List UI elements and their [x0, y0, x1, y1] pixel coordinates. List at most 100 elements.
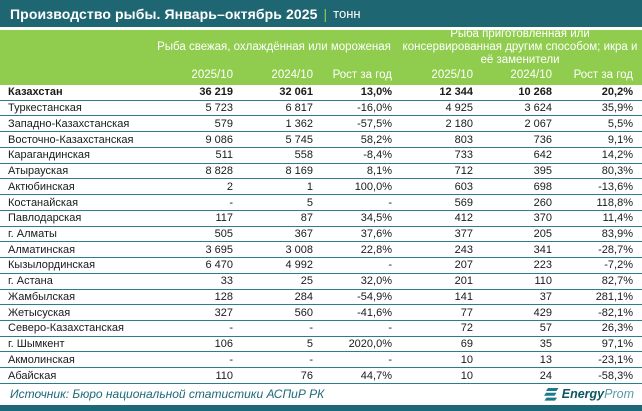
- value-cell: 558: [294, 149, 313, 162]
- value-cell: 5,5%: [607, 117, 633, 130]
- value-cell: 2 180: [445, 117, 473, 130]
- value-cell: 83,9%: [601, 227, 633, 240]
- table-row: Акмолинская - - - 10 13 -23,1%: [0, 352, 642, 369]
- value-cell: 412: [454, 212, 473, 225]
- value-cell: 5 745: [285, 133, 313, 146]
- column-header-row: 2025/10 2024/10 Рост за год 2025/10 2024/10 Р…: [0, 64, 642, 85]
- region-name: Туркестанская: [8, 102, 82, 115]
- value-cell: -23,1%: [598, 353, 633, 366]
- value-cell: 33: [220, 275, 233, 288]
- value-cell: 10: [460, 353, 473, 366]
- value-cell: 579: [214, 117, 233, 130]
- value-cell: 511: [215, 149, 233, 162]
- table-header: Рыба свежая, охлаждённая или мороженая Р…: [0, 27, 642, 85]
- region-name: Восточно-Казахстанская: [8, 133, 134, 146]
- value-cell: 327: [214, 306, 233, 319]
- region-name: г. Астана: [8, 275, 53, 288]
- energyprom-logo: EnergyProm: [543, 387, 634, 402]
- value-cell: 87: [300, 212, 313, 225]
- value-cell: 77: [460, 306, 473, 319]
- value-cell: 5: [306, 196, 313, 209]
- value-cell: 505: [214, 227, 233, 240]
- table-row: Северо-Казахстанская - - - 72 57 26,3%: [0, 321, 642, 337]
- value-cell: 26,3%: [601, 322, 633, 335]
- table-row: г. Астана 33 25 32,0% 201 110 82,7%: [0, 274, 642, 290]
- value-cell: 281,1%: [595, 290, 633, 303]
- value-cell: 110: [215, 369, 233, 382]
- value-cell: 205: [533, 227, 552, 240]
- value-cell: 429: [533, 306, 552, 319]
- value-cell: 57: [539, 322, 552, 335]
- value-cell: 35: [539, 338, 552, 351]
- region-name: Акмолинская: [8, 353, 75, 366]
- value-cell: 698: [533, 180, 552, 193]
- value-cell: 5 723: [205, 102, 233, 115]
- region-name: Северо-Казахстанская: [8, 322, 124, 335]
- value-cell: 110: [534, 275, 552, 288]
- value-cell: 3 695: [205, 243, 233, 256]
- table-row: Павлодарская 117 87 34,5% 412 370 11,4%: [0, 211, 642, 227]
- value-cell: 5: [306, 338, 313, 351]
- value-cell: 32 061: [279, 86, 313, 99]
- value-cell: 44,7%: [360, 369, 392, 382]
- value-cell: 24: [539, 369, 552, 382]
- footer: Источник: Бюро национальной статистики А…: [0, 383, 642, 405]
- value-cell: 10 268: [518, 86, 552, 99]
- value-cell: -: [309, 353, 313, 366]
- value-cell: 10: [460, 369, 473, 382]
- value-cell: 35,9%: [601, 102, 633, 115]
- value-cell: 118,8%: [596, 196, 634, 209]
- energyprom-logo-icon: [543, 387, 559, 401]
- value-cell: 117: [215, 212, 233, 225]
- value-cell: 733: [454, 149, 473, 162]
- value-cell: 37,6%: [360, 227, 392, 240]
- value-cell: 569: [454, 196, 473, 209]
- value-cell: 803: [454, 133, 473, 146]
- value-cell: 243: [454, 243, 473, 256]
- value-cell: -: [388, 196, 392, 209]
- value-cell: -7,2%: [604, 259, 633, 272]
- value-cell: 106: [214, 338, 233, 351]
- logo-text-light: Prom: [604, 387, 634, 402]
- value-cell: -: [229, 196, 233, 209]
- value-cell: 1 362: [285, 117, 313, 130]
- value-cell: -: [229, 353, 233, 366]
- value-cell: 25: [300, 275, 313, 288]
- value-cell: 72: [460, 322, 473, 335]
- table-row: Туркестанская 5 723 6 817 -16,0% 4 925 3 624 3…: [0, 101, 642, 117]
- region-name: Карагандинская: [8, 149, 90, 162]
- value-cell: -: [388, 259, 392, 272]
- value-cell: 97,1%: [601, 338, 633, 351]
- region-name: Актюбинская: [8, 180, 75, 193]
- column-group-fresh-fish: Рыба свежая, охлаждённая или мороженая: [157, 40, 391, 53]
- table-row: Карагандинская 511 558 -8,4% 733 642 14,2%: [0, 148, 642, 164]
- value-cell: -: [229, 322, 233, 335]
- table-row: Алматинская 3 695 3 008 22,8% 243 341 -28,7%: [0, 242, 642, 259]
- region-name: Казахстан: [8, 86, 63, 99]
- title-separator: |: [323, 5, 328, 22]
- value-cell: 128: [214, 290, 233, 303]
- value-cell: 260: [533, 196, 552, 209]
- table-row: Атырауская 8 828 8 169 8,1% 712 395 80,3%: [0, 164, 642, 180]
- value-cell: 1: [306, 180, 313, 193]
- value-cell: 20,2%: [601, 86, 633, 99]
- page-title: Производство рыбы. Январь–октябрь 2025: [10, 5, 318, 22]
- table-row: Западно-Казахстанская 579 1 362 -57,5% 2 180…: [0, 116, 642, 133]
- table-row: Кызылординская 6 470 4 992 - 207 223 -7,2%: [0, 258, 642, 274]
- value-cell: 8,1%: [366, 165, 392, 178]
- value-cell: -: [388, 322, 392, 335]
- value-cell: 69: [460, 338, 473, 351]
- title-bar: Производство рыбы. Январь–октябрь 2025 |…: [0, 0, 642, 27]
- column-group-processed-fish: Рыба приготовленная или консервированная…: [402, 27, 638, 66]
- value-cell: 22,8%: [360, 243, 392, 256]
- title-unit: тонн: [333, 6, 361, 21]
- value-cell: 3 624: [524, 102, 552, 115]
- column-header: Рост за год: [332, 68, 392, 81]
- table-row: г. Шымкент 106 5 2020,0% 69 35 97,1%: [0, 337, 642, 353]
- value-cell: -41,6%: [357, 306, 392, 319]
- value-cell: 13,0%: [360, 86, 392, 99]
- header-divider: [0, 27, 642, 30]
- table-row: Жетысуская 327 560 -41,6% 77 429 -82,1%: [0, 305, 642, 322]
- value-cell: 8 828: [205, 165, 233, 178]
- table-row: Костанайская - 5 - 569 260 118,8%: [0, 195, 642, 211]
